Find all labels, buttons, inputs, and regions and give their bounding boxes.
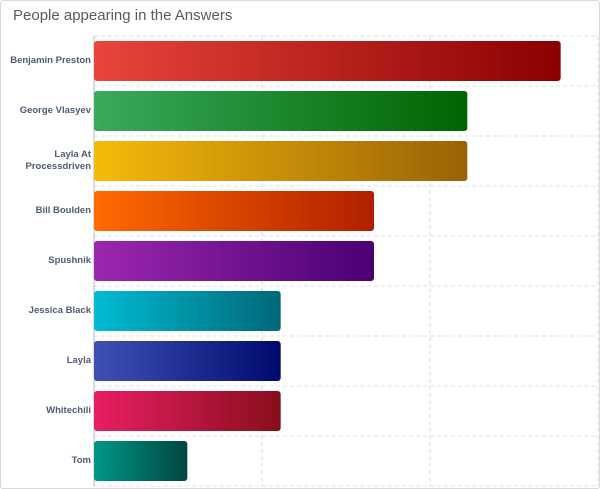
y-tick-label: Jessica Black	[28, 305, 91, 316]
bar	[94, 191, 374, 231]
bar	[94, 441, 188, 481]
bar	[94, 241, 374, 281]
bar	[94, 141, 468, 181]
y-tick-label: Whitechili	[46, 405, 91, 416]
y-tick-label: Layla	[66, 355, 91, 366]
bar	[94, 291, 281, 331]
y-tick-label: Benjamin Preston	[10, 55, 91, 66]
y-tick-label: George Vlasyev	[19, 105, 91, 116]
chart-title: People appearing in the Answers	[13, 7, 233, 24]
bar	[94, 341, 281, 381]
y-tick-label: Layla At Processdriven	[25, 149, 91, 172]
y-tick-label: Bill Boulden	[35, 205, 91, 216]
bar	[94, 391, 281, 431]
y-tick-label: Tom	[71, 455, 91, 466]
bar	[94, 91, 468, 131]
y-tick-label: Spushnik	[48, 255, 91, 266]
bar	[94, 41, 561, 81]
